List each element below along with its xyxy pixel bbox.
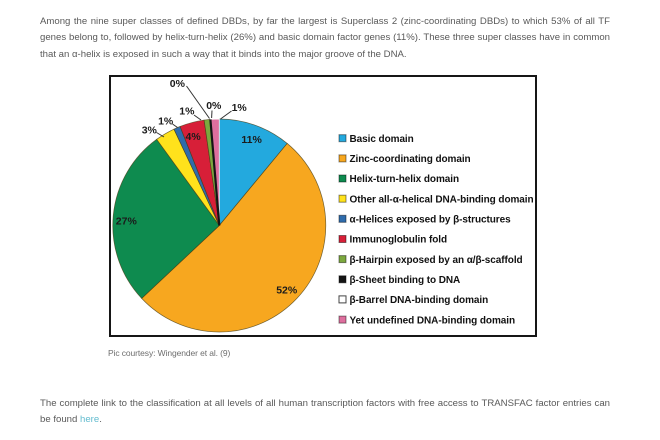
svg-text:β-Sheet binding to DNA: β-Sheet binding to DNA [350,275,461,286]
svg-text:Other all-α-helical DNA-bindin: Other all-α-helical DNA-binding domain [350,194,534,205]
svg-text:4%: 4% [186,131,202,143]
svg-text:0%: 0% [206,100,222,112]
svg-text:0%: 0% [170,78,186,90]
svg-text:1%: 1% [232,102,248,114]
svg-text:Basic domain: Basic domain [350,134,414,145]
svg-text:Immunoglobulin fold: Immunoglobulin fold [350,235,448,246]
svg-text:Zinc-coordinating domain: Zinc-coordinating domain [350,154,471,165]
svg-text:52%: 52% [276,285,298,297]
svg-text:1%: 1% [158,116,174,128]
svg-text:3%: 3% [142,125,158,137]
svg-text:1%: 1% [179,106,195,118]
svg-text:β-Barrel DNA-binding domain: β-Barrel DNA-binding domain [350,295,489,306]
svg-text:11%: 11% [241,134,262,146]
svg-text:Yet undefined DNA-binding doma: Yet undefined DNA-binding domain [350,315,516,326]
svg-text:β-Hairpin exposed by an α/β-sc: β-Hairpin exposed by an α/β-scaffold [350,255,523,266]
svg-text:27%: 27% [116,215,138,227]
svg-text:α-Helices exposed by β-structu: α-Helices exposed by β-structures [350,215,512,226]
svg-text:Helix-turn-helix domain: Helix-turn-helix domain [350,174,460,185]
